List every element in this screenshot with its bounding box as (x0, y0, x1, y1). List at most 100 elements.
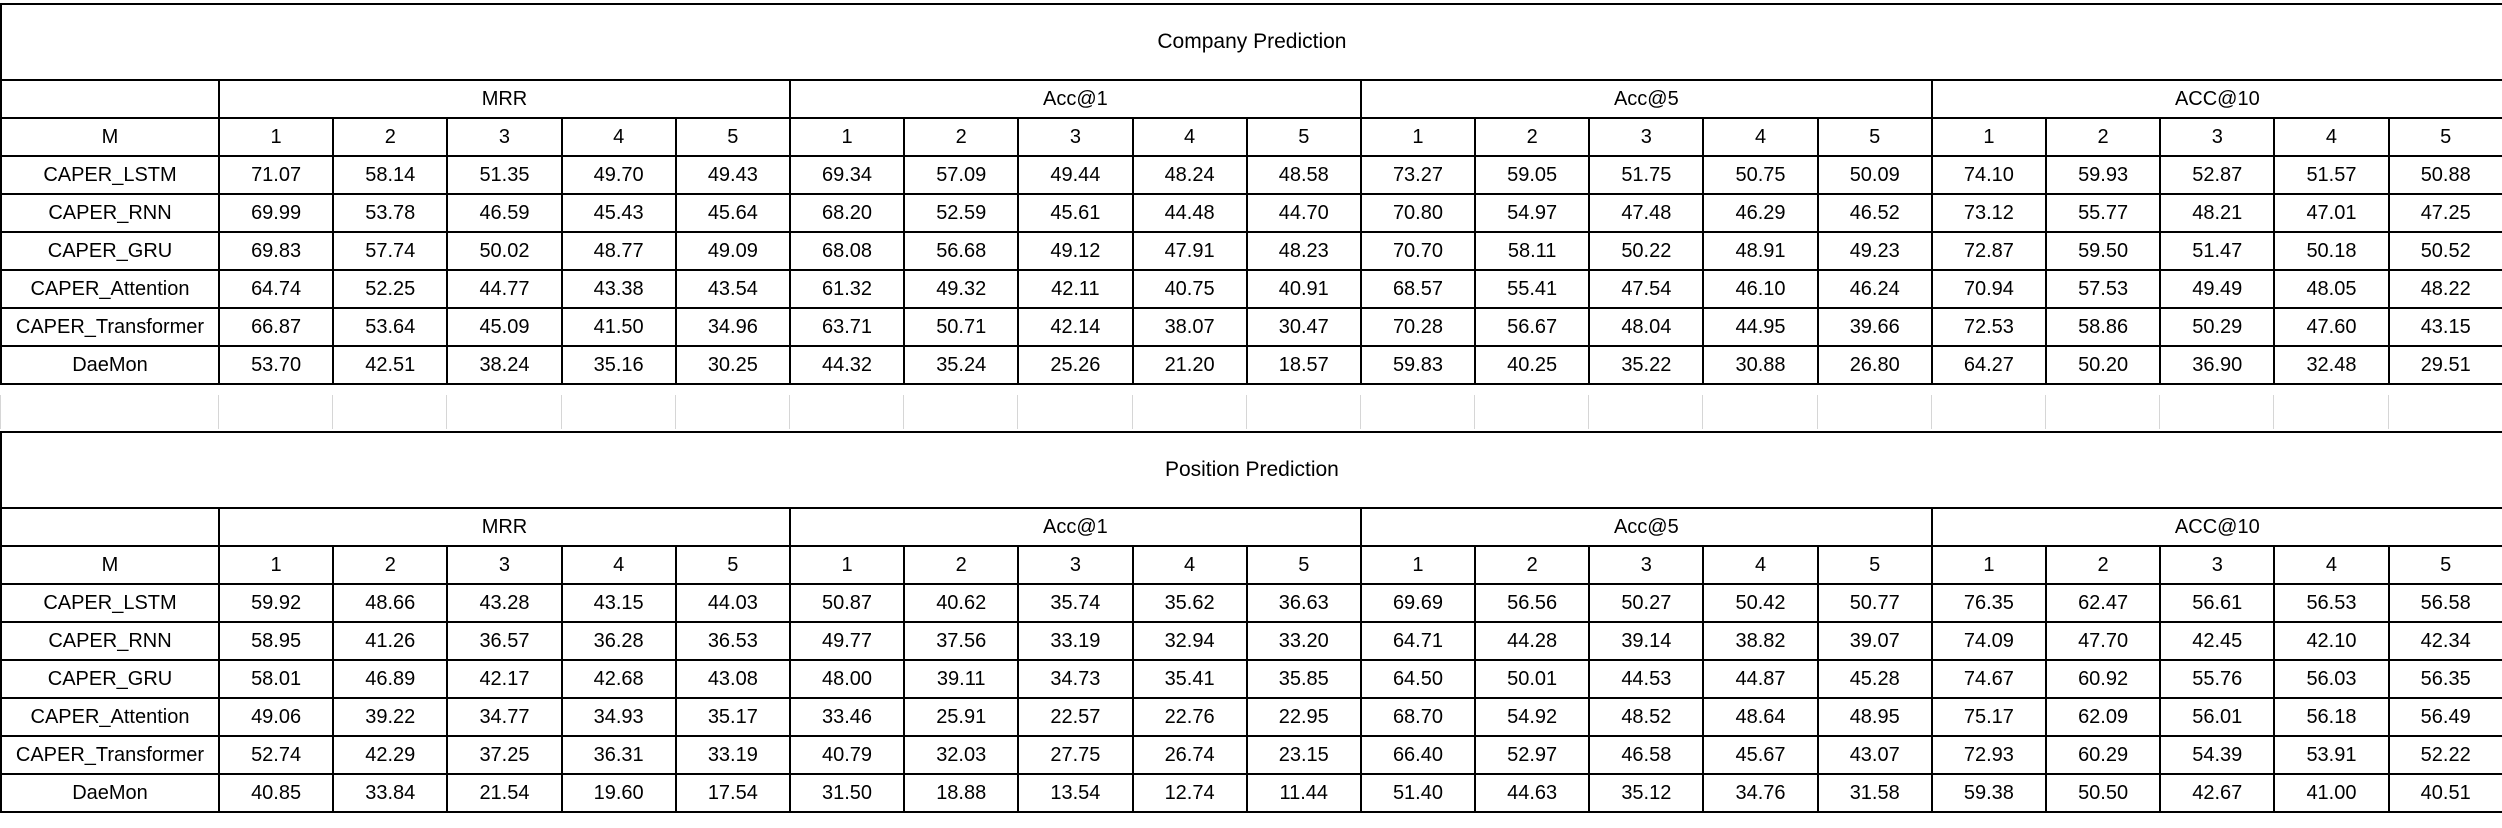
metric-value-cell: 48.66 (332, 583, 449, 623)
metric-value-cell: 68.20 (788, 193, 906, 233)
empty-corner-cell (0, 79, 220, 119)
spacer-cell (0, 395, 219, 429)
metric-value-cell: 52.74 (217, 735, 335, 775)
metric-value-cell: 23.15 (1245, 735, 1362, 775)
column-index-header: 3 (1588, 545, 1705, 585)
column-index-header: 5 (1816, 117, 1933, 157)
column-index-header: 2 (332, 545, 449, 585)
column-index-header: 3 (2159, 545, 2276, 585)
metric-value-cell: 49.32 (903, 269, 1020, 309)
metric-value-cell: 53.78 (332, 193, 449, 233)
metric-value-cell: 42.29 (332, 735, 449, 775)
metric-value-cell: 39.07 (1816, 621, 1933, 661)
column-index-header: 4 (560, 117, 677, 157)
metric-value-cell: 56.03 (2273, 659, 2390, 699)
metric-value-cell: 19.60 (560, 773, 677, 813)
metric-value-cell: 30.25 (674, 345, 791, 385)
metric-value-cell: 69.34 (788, 155, 906, 195)
metric-value-cell: 56.49 (2387, 697, 2502, 737)
metric-value-cell: 47.25 (2387, 193, 2502, 233)
metric-value-cell: 62.47 (2044, 583, 2162, 623)
column-index-header: 3 (2159, 117, 2276, 157)
metric-value-cell: 35.22 (1588, 345, 1705, 385)
column-index-header: 3 (1588, 117, 1705, 157)
metric-value-cell: 48.22 (2387, 269, 2502, 309)
metric-value-cell: 12.74 (1131, 773, 1248, 813)
model-column-header: M (0, 545, 220, 585)
model-name-cell: DaeMon (0, 773, 220, 813)
metric-value-cell: 44.77 (446, 269, 563, 309)
metric-value-cell: 42.34 (2387, 621, 2502, 661)
metric-value-cell: 38.24 (446, 345, 563, 385)
metric-value-cell: 35.12 (1588, 773, 1705, 813)
metric-value-cell: 27.75 (1017, 735, 1134, 775)
metric-value-cell: 64.71 (1359, 621, 1477, 661)
metric-value-cell: 34.73 (1017, 659, 1134, 699)
metric-value-cell: 43.54 (674, 269, 791, 309)
metric-value-cell: 43.28 (446, 583, 563, 623)
metric-value-cell: 50.71 (903, 307, 1020, 347)
metric-value-cell: 48.04 (1588, 307, 1705, 347)
metric-value-cell: 68.70 (1359, 697, 1477, 737)
metric-value-cell: 42.11 (1017, 269, 1134, 309)
metric-value-cell: 25.91 (903, 697, 1020, 737)
metric-value-cell: 54.39 (2159, 735, 2276, 775)
metric-value-cell: 11.44 (1245, 773, 1362, 813)
column-index-header: 4 (1131, 545, 1248, 585)
metric-value-cell: 41.00 (2273, 773, 2390, 813)
metric-value-cell: 46.89 (332, 659, 449, 699)
metric-value-cell: 52.87 (2159, 155, 2276, 195)
metric-value-cell: 49.23 (1816, 231, 1933, 271)
metric-value-cell: 21.54 (446, 773, 563, 813)
metric-value-cell: 35.24 (903, 345, 1020, 385)
column-index-header: 2 (1474, 545, 1591, 585)
metric-value-cell: 64.74 (217, 269, 335, 309)
metric-value-cell: 47.54 (1588, 269, 1705, 309)
metric-value-cell: 36.53 (674, 621, 791, 661)
metric-value-cell: 71.07 (217, 155, 335, 195)
metric-value-cell: 43.15 (560, 583, 677, 623)
metric-value-cell: 29.51 (2387, 345, 2502, 385)
metric-value-cell: 36.28 (560, 621, 677, 661)
metric-value-cell: 40.51 (2387, 773, 2502, 813)
model-name-cell: CAPER_Attention (0, 269, 220, 309)
metric-value-cell: 70.80 (1359, 193, 1477, 233)
metric-value-cell: 59.50 (2044, 231, 2162, 271)
metric-value-cell: 34.77 (446, 697, 563, 737)
metric-value-cell: 40.75 (1131, 269, 1248, 309)
metric-value-cell: 45.09 (446, 307, 563, 347)
column-index-header: 3 (1017, 117, 1134, 157)
metric-group-header: Acc@1 (788, 79, 1362, 119)
metric-value-cell: 44.28 (1474, 621, 1591, 661)
column-index-header: 1 (217, 545, 335, 585)
metric-value-cell: 49.44 (1017, 155, 1134, 195)
metric-value-cell: 64.50 (1359, 659, 1477, 699)
metric-value-cell: 73.27 (1359, 155, 1477, 195)
metric-value-cell: 48.00 (788, 659, 906, 699)
metric-value-cell: 54.92 (1474, 697, 1591, 737)
metric-value-cell: 49.49 (2159, 269, 2276, 309)
column-index-header: 1 (788, 545, 906, 585)
spacer-cell (788, 395, 905, 429)
table-row: CAPER_Attention 64.74 52.25 44.77 43.38 43.54… (0, 269, 2502, 309)
column-index-header: 3 (1017, 545, 1134, 585)
metric-group-row: MRR Acc@1 Acc@5 ACC@10 (0, 507, 2502, 547)
metric-value-cell: 51.35 (446, 155, 563, 195)
metric-value-cell: 57.53 (2044, 269, 2162, 309)
metric-group-header: Acc@5 (1359, 79, 1933, 119)
metric-value-cell: 49.09 (674, 231, 791, 271)
model-name-cell: CAPER_GRU (0, 659, 220, 699)
metric-value-cell: 52.97 (1474, 735, 1591, 775)
model-column-header: M (0, 117, 220, 157)
metric-value-cell: 47.91 (1131, 231, 1248, 271)
metric-value-cell: 36.31 (560, 735, 677, 775)
metric-value-cell: 45.43 (560, 193, 677, 233)
company-prediction-table: Company Prediction MRR Acc@1 Acc@5 ACC@10 M 1 2… (0, 3, 2502, 385)
metric-value-cell: 38.07 (1131, 307, 1248, 347)
column-index-header: 5 (2387, 117, 2502, 157)
metric-value-cell: 48.91 (1702, 231, 1819, 271)
metric-value-cell: 35.41 (1131, 659, 1248, 699)
metric-value-cell: 41.50 (560, 307, 677, 347)
